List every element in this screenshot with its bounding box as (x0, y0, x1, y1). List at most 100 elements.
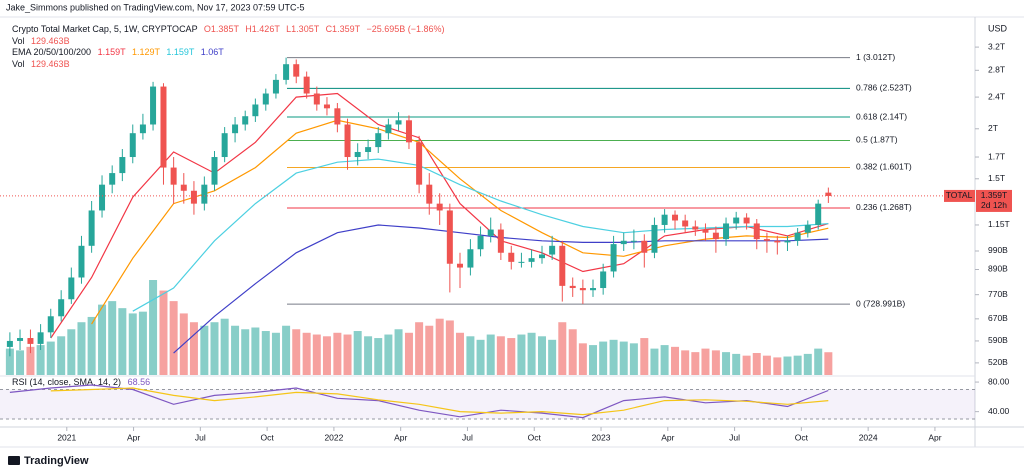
value: 129.463B (31, 59, 70, 69)
volume-bar (220, 318, 229, 375)
volume-bar (241, 329, 250, 375)
x-tick-label: Apr (394, 432, 407, 442)
price-tag-symbol-box (944, 189, 975, 202)
rsi-tick-label: 40.00 (988, 406, 1010, 416)
low: L1.305T (286, 24, 320, 34)
candle-body (283, 64, 290, 80)
candle-body (252, 104, 259, 117)
volume-bar (200, 325, 209, 375)
volume-bar (302, 332, 311, 375)
volume-bar (814, 348, 823, 375)
volume-bar (353, 331, 362, 375)
candle-body (385, 124, 392, 134)
candle-body (262, 93, 269, 105)
candle-body (651, 224, 658, 253)
candle-body (119, 157, 126, 174)
candle-body (303, 76, 310, 94)
volume-bar (609, 339, 618, 375)
candle-body (395, 120, 402, 125)
volume-bar (292, 329, 301, 375)
y-tick-label: 890B (988, 264, 1008, 274)
candle-body (221, 133, 228, 158)
volume-bar (87, 316, 96, 375)
volume-bar (691, 352, 700, 375)
volume-bar (455, 332, 464, 375)
candle-body (129, 133, 136, 158)
candle-body (6, 340, 13, 347)
x-tick-label: Oct (528, 432, 542, 442)
volume-bar (445, 320, 454, 375)
open: O1.385T (204, 24, 240, 34)
volume-bar (681, 350, 690, 375)
rsi-band (0, 389, 975, 420)
fib-label: 1 (3.012T) (856, 52, 895, 62)
volume-bar (476, 339, 485, 375)
volume-bar (701, 348, 710, 375)
candle-body (242, 116, 249, 125)
volume-bar (773, 357, 782, 375)
value: 68.56 (128, 377, 151, 387)
candle-body (733, 217, 740, 224)
fib-label: 0.618 (2.14T) (856, 111, 907, 121)
x-tick-label: 2023 (592, 432, 611, 442)
volume-bar (271, 332, 280, 375)
y-tick-label: 1.5T (988, 173, 1005, 183)
candle-body (416, 142, 423, 185)
candle-body (549, 245, 556, 255)
x-tick-label: Apr (928, 432, 941, 442)
volume-bar (640, 338, 649, 375)
volume-bar (384, 334, 393, 375)
candle-body (825, 192, 832, 196)
x-tick-label: 2021 (57, 432, 76, 442)
y-tick-label: 670B (988, 313, 1008, 323)
volume-bar (108, 301, 117, 375)
y-tick-label: 2.4T (988, 91, 1005, 101)
fib-label: 0.236 (1.268T) (856, 202, 912, 212)
candle-body (723, 223, 730, 240)
y-tick-label: 770B (988, 289, 1008, 299)
value: 1.129T (132, 47, 161, 57)
x-tick-label: Oct (261, 432, 275, 442)
volume-bar (793, 355, 802, 375)
candle-body (180, 184, 187, 191)
candle-body (344, 124, 351, 158)
volume-bar (629, 343, 638, 375)
candle-body (794, 232, 801, 241)
value: 1.06T (201, 47, 225, 57)
fib-label: 0.5 (1.87T) (856, 135, 898, 145)
volume-bar (57, 336, 66, 375)
candle-body (702, 229, 709, 233)
candle-body (436, 203, 443, 211)
label: Vol (12, 36, 25, 46)
label: Vol (12, 59, 25, 69)
volume-legend: Vol 129.463B (12, 59, 70, 69)
y-tick-label: 520B (988, 357, 1008, 367)
volume-bar (722, 352, 731, 375)
candle-body (37, 332, 44, 344)
volume-bar (711, 350, 720, 375)
rsi-line (9, 384, 829, 419)
volume-bar (486, 334, 495, 375)
rsi-tick-label: 80.00 (988, 376, 1010, 386)
candle-body (160, 86, 167, 168)
volume-bar (251, 327, 260, 375)
value: 1.159T (98, 47, 127, 57)
candle-body (815, 203, 822, 225)
y-tick-label: 2T (988, 123, 998, 133)
footer-logo: TradingView (8, 455, 89, 467)
volume-bar (322, 336, 331, 375)
volume-bar (671, 346, 680, 375)
candle-body (610, 244, 617, 272)
volume-bar (26, 346, 35, 375)
y-tick-label: 990B (988, 245, 1008, 255)
x-tick-label: Apr (127, 432, 140, 442)
candle-body (170, 167, 177, 185)
volume-bar (261, 331, 270, 375)
volume-bar (824, 352, 833, 375)
volume-bar (46, 341, 55, 375)
candle-body (313, 93, 320, 105)
volume-bar (507, 338, 516, 375)
volume-bar (435, 318, 444, 375)
x-tick-label: 2024 (859, 432, 878, 442)
